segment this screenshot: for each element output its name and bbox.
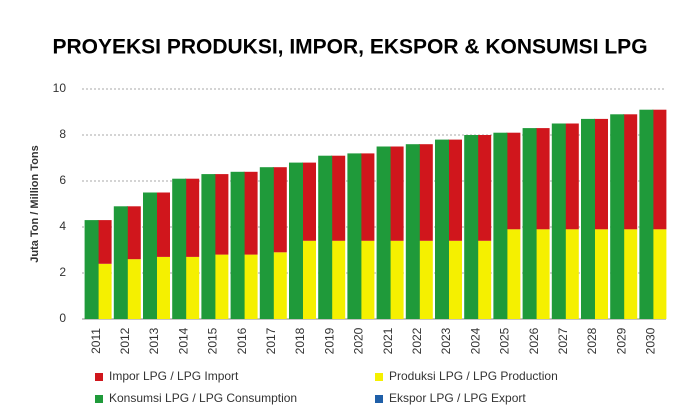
bar bbox=[185, 178, 200, 257]
bar bbox=[214, 254, 229, 319]
bar bbox=[230, 171, 245, 319]
bar bbox=[594, 229, 608, 319]
legend-label: Ekspor LPG / LPG Export bbox=[389, 391, 526, 405]
legend-swatch bbox=[95, 395, 103, 403]
x-tick-label: 2015 bbox=[206, 327, 220, 354]
bar bbox=[331, 240, 346, 319]
bar bbox=[97, 263, 112, 319]
bar bbox=[243, 254, 258, 319]
x-tick-label: 2024 bbox=[468, 327, 482, 354]
x-tick-label: 2014 bbox=[176, 327, 190, 354]
x-tick-label: 2018 bbox=[293, 327, 307, 354]
bar bbox=[143, 192, 157, 319]
bar bbox=[126, 259, 141, 319]
y-axis-label: Juta Ton / Million Tons bbox=[29, 145, 41, 263]
x-tick-label: 2017 bbox=[264, 327, 278, 354]
x-tick-label: 2021 bbox=[381, 327, 395, 354]
bar bbox=[172, 178, 187, 319]
bar bbox=[156, 192, 170, 257]
bar bbox=[156, 256, 170, 319]
bar bbox=[448, 139, 462, 241]
x-tick-label: 2023 bbox=[439, 327, 453, 354]
bar bbox=[405, 144, 420, 319]
bar bbox=[581, 118, 595, 320]
bar bbox=[464, 135, 479, 319]
x-tick-label: 2020 bbox=[352, 327, 366, 354]
bar bbox=[302, 240, 316, 319]
y-tick-label: 2 bbox=[59, 265, 66, 279]
bar bbox=[652, 109, 667, 230]
bar bbox=[347, 153, 362, 319]
bar bbox=[201, 174, 216, 319]
bar bbox=[493, 132, 508, 319]
bar bbox=[318, 155, 333, 319]
x-tick-label: 2028 bbox=[585, 327, 599, 354]
bar bbox=[360, 153, 375, 241]
bar bbox=[376, 146, 391, 319]
x-tick-label: 2019 bbox=[322, 327, 336, 354]
bar bbox=[302, 162, 316, 241]
legend-swatch bbox=[95, 373, 103, 381]
bar bbox=[477, 135, 492, 241]
y-tick-label: 4 bbox=[59, 219, 66, 233]
bar bbox=[522, 128, 537, 319]
bar bbox=[623, 114, 638, 230]
x-tick-label: 2011 bbox=[89, 328, 103, 354]
bar bbox=[535, 128, 550, 230]
y-tick-label: 0 bbox=[59, 311, 66, 325]
bar bbox=[418, 144, 433, 241]
bar bbox=[506, 132, 521, 230]
chart-title: PROYEKSI PRODUKSI, IMPOR, EKSPOR & KONSU… bbox=[52, 36, 647, 59]
x-tick-label: 2029 bbox=[614, 327, 628, 354]
bar bbox=[535, 229, 550, 319]
x-tick-label: 2026 bbox=[527, 327, 541, 354]
bar bbox=[331, 155, 346, 241]
bar bbox=[272, 252, 287, 319]
y-tick-label: 10 bbox=[53, 81, 67, 95]
bar bbox=[506, 229, 521, 319]
bar bbox=[448, 240, 462, 319]
x-tick-label: 2013 bbox=[147, 327, 161, 354]
bar bbox=[652, 229, 667, 319]
bar bbox=[594, 118, 608, 230]
x-tick-label: 2030 bbox=[644, 327, 658, 354]
bar bbox=[214, 174, 229, 255]
y-tick-label: 8 bbox=[59, 127, 66, 141]
bar bbox=[84, 220, 99, 319]
bar bbox=[272, 167, 287, 253]
legend-label: Impor LPG / LPG Import bbox=[109, 369, 239, 383]
bar bbox=[389, 240, 404, 319]
bar bbox=[243, 171, 258, 255]
y-tick-label: 6 bbox=[59, 173, 66, 187]
x-tick-label: 2016 bbox=[235, 327, 249, 354]
bar bbox=[259, 167, 274, 319]
bar bbox=[185, 256, 200, 319]
bar bbox=[639, 109, 654, 319]
legend-label: Konsumsi LPG / LPG Consumption bbox=[109, 391, 297, 405]
legend-swatch bbox=[375, 395, 383, 403]
bar bbox=[610, 114, 625, 319]
bar bbox=[360, 240, 375, 319]
bar bbox=[389, 146, 404, 241]
x-tick-label: 2022 bbox=[410, 327, 424, 354]
x-tick-label: 2027 bbox=[556, 327, 570, 354]
x-tick-label: 2012 bbox=[118, 327, 132, 354]
bar bbox=[113, 206, 128, 319]
bar bbox=[97, 220, 112, 264]
bar bbox=[435, 139, 449, 319]
bar bbox=[551, 123, 566, 319]
bar bbox=[418, 240, 433, 319]
bar bbox=[623, 229, 638, 319]
x-tick-label: 2025 bbox=[498, 327, 512, 354]
bar bbox=[477, 240, 492, 319]
bar bbox=[289, 162, 303, 319]
bar bbox=[564, 123, 579, 230]
bar bbox=[564, 229, 579, 319]
legend-swatch bbox=[375, 373, 383, 381]
bar bbox=[126, 206, 141, 260]
legend-label: Produksi LPG / LPG Production bbox=[389, 369, 558, 383]
